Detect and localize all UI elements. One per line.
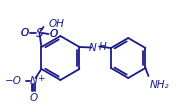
Text: −O: −O <box>5 76 22 86</box>
Text: O: O <box>20 28 29 38</box>
Text: O: O <box>29 93 38 103</box>
Text: S: S <box>36 27 43 40</box>
Text: O: O <box>49 29 58 39</box>
Text: O: O <box>49 29 58 39</box>
Text: NH₂: NH₂ <box>149 80 169 90</box>
Text: +: + <box>38 73 45 83</box>
Text: H: H <box>99 42 107 52</box>
Text: N: N <box>30 76 37 86</box>
Text: O: O <box>20 28 29 38</box>
Text: OH: OH <box>48 19 64 29</box>
Text: N: N <box>88 42 96 53</box>
